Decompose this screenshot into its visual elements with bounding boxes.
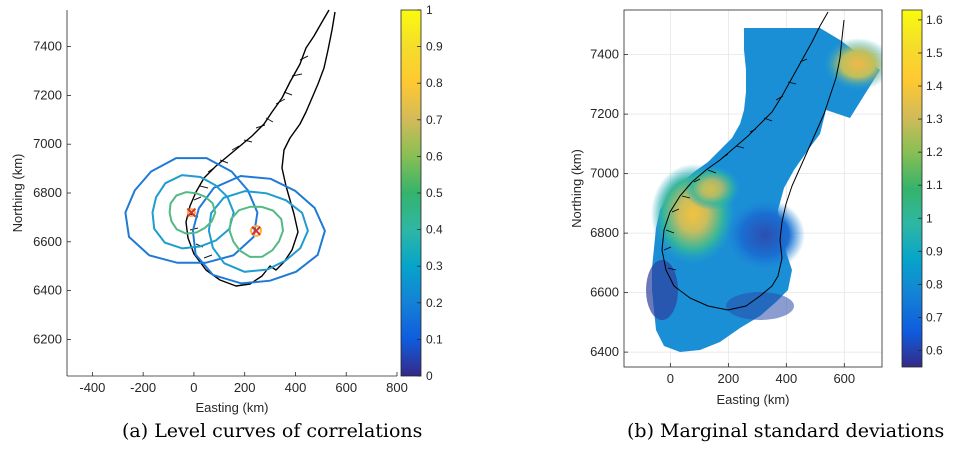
contour-level-0-6 <box>228 205 285 258</box>
panel-a-ytick-label: 7000 <box>33 136 62 151</box>
contour-level-0-2 <box>124 157 259 264</box>
panel-b-ytick-label: 6600 <box>590 285 619 300</box>
colorbar-b-tick-label: 1.5 <box>926 46 943 60</box>
contour-level-0-3 <box>207 190 309 273</box>
low-std-southwest <box>646 260 678 320</box>
colorbar-gradient-b <box>901 9 923 368</box>
panel-a-ytick-label: 7200 <box>33 87 62 102</box>
colorbar-a-tick-label: 0.9 <box>426 40 443 54</box>
panel-a-xtick-label: 0 <box>190 380 197 395</box>
panel-b-frame <box>623 9 883 368</box>
panel-a-colorbar: 0 0.1 0.2 0.3 0.4 0.5 0.6 0.7 0.8 0.9 1 <box>400 3 443 383</box>
panel-b-ytick-label: 7400 <box>590 47 619 62</box>
contour-level-0-9 <box>249 225 263 237</box>
panel-a-xtick-label: -400 <box>79 380 105 395</box>
colorbar-b-tick-label: 0.8 <box>926 277 943 291</box>
colorbar-b-tick-label: 1.6 <box>926 13 943 27</box>
colorbar-b-tick-label: 0.7 <box>926 310 943 324</box>
colorbar-a-tick-label: 0.5 <box>426 186 443 200</box>
panel-b-ytick-label: 6400 <box>590 344 619 359</box>
panel-b-colorbar: 0.6 0.7 0.8 0.9 1 1.1 1.2 1.3 1.4 1.5 1.6 <box>901 9 943 368</box>
colorbar-b-tick-label: 1 <box>926 211 933 225</box>
colorbar-b-tick-label: 1.1 <box>926 178 943 192</box>
colorbar-b-tick-label: 1.2 <box>926 145 943 159</box>
colorbar-b-tick-label: 0.9 <box>926 244 943 258</box>
colorbar-a-tick-label: 1 <box>426 3 433 17</box>
panel-a-ytick-label: 7400 <box>33 39 62 54</box>
caption-b: (b) Marginal standard deviations <box>627 420 945 442</box>
coastline-fjords <box>189 55 309 259</box>
colorbar-b-tick-label: 1.4 <box>926 79 943 93</box>
panel-a-coastline <box>185 9 336 287</box>
panel-a-xtick-label: 200 <box>234 380 256 395</box>
panel-b-ylabel: Northing (km) <box>569 149 584 228</box>
colorbar-a-tick-label: 0.6 <box>426 149 443 163</box>
panel-a-ytick-label: 6400 <box>33 283 62 298</box>
panel-a-axes: -400 -200 0 200 400 600 800 6200 6400 6600 6800 700… <box>10 10 408 415</box>
colorbar-a-tick-label: 0.3 <box>426 259 443 273</box>
figure: -400 -200 0 200 400 600 800 6200 6400 6600 6800 700… <box>10 3 943 415</box>
panel-a-xlabel: Easting (km) <box>196 400 269 415</box>
colorbar-a-tick-label: 0.8 <box>426 76 443 90</box>
panel-b-ytick-label: 7200 <box>590 106 619 121</box>
coastline <box>185 9 336 287</box>
colorbar-b-tick-label: 1.3 <box>926 112 943 126</box>
panel-b-xtick-label: 400 <box>775 371 797 386</box>
panel-b-field <box>646 11 882 352</box>
colorbar-a-tick-label: 0 <box>426 369 433 383</box>
panel-b-xtick-label: 0 <box>667 371 674 386</box>
colorbar-a-tick-label: 0.7 <box>426 113 443 127</box>
caption-a: (a) Level curves of correlations <box>122 420 423 442</box>
panel-b-xlabel: Easting (km) <box>717 392 790 407</box>
colorbar-b-tick-label: 0.6 <box>926 343 943 357</box>
reference-point-marker <box>186 207 197 218</box>
high-std-northeast <box>824 38 882 90</box>
colorbar-a-tick-label: 0.2 <box>426 296 443 310</box>
panel-b-ytick-label: 7000 <box>590 166 619 181</box>
low-std-center <box>725 199 805 271</box>
reference-point-marker <box>251 226 261 236</box>
panel-a-xtick-label: -200 <box>130 380 156 395</box>
panel-a-xtick-label: 800 <box>386 380 408 395</box>
panel-a-xtick-label: 400 <box>285 380 307 395</box>
contour-level-0-6 <box>168 191 217 235</box>
high-std-west-north <box>684 166 740 210</box>
panel-a-ytick-label: 6600 <box>33 234 62 249</box>
low-std-south <box>726 292 794 320</box>
coastline-b-fjords <box>663 58 808 271</box>
panel-a-markers <box>186 207 261 236</box>
panel-a-correlation-contours: -400 -200 0 200 400 600 800 6200 6400 6600 6800 700… <box>10 3 443 415</box>
panel-b-axes: 0 200 400 600 6400 6600 6800 7000 7200 7400 Eastin… <box>569 47 855 407</box>
panel-b-xtick-label: 600 <box>833 371 855 386</box>
panel-b-ytick-label: 6800 <box>590 225 619 240</box>
coastline-b <box>661 11 845 311</box>
std-field-region <box>652 28 880 352</box>
panel-a-xtick-label: 600 <box>335 380 357 395</box>
panel-a-ylabel: Northing (km) <box>10 154 25 233</box>
colorbar-a-tick-label: 0.1 <box>426 332 443 346</box>
colorbar-a-tick-label: 0.4 <box>426 223 443 237</box>
panel-b-xtick-label: 200 <box>718 371 740 386</box>
panel-a-ytick-label: 6800 <box>33 185 62 200</box>
contour-level-0-2 <box>191 174 326 285</box>
panel-a-ytick-label: 6200 <box>33 331 62 346</box>
panel-b-std-deviation-map: 0 200 400 600 6400 6600 6800 7000 7200 7400 Eastin… <box>569 9 943 407</box>
